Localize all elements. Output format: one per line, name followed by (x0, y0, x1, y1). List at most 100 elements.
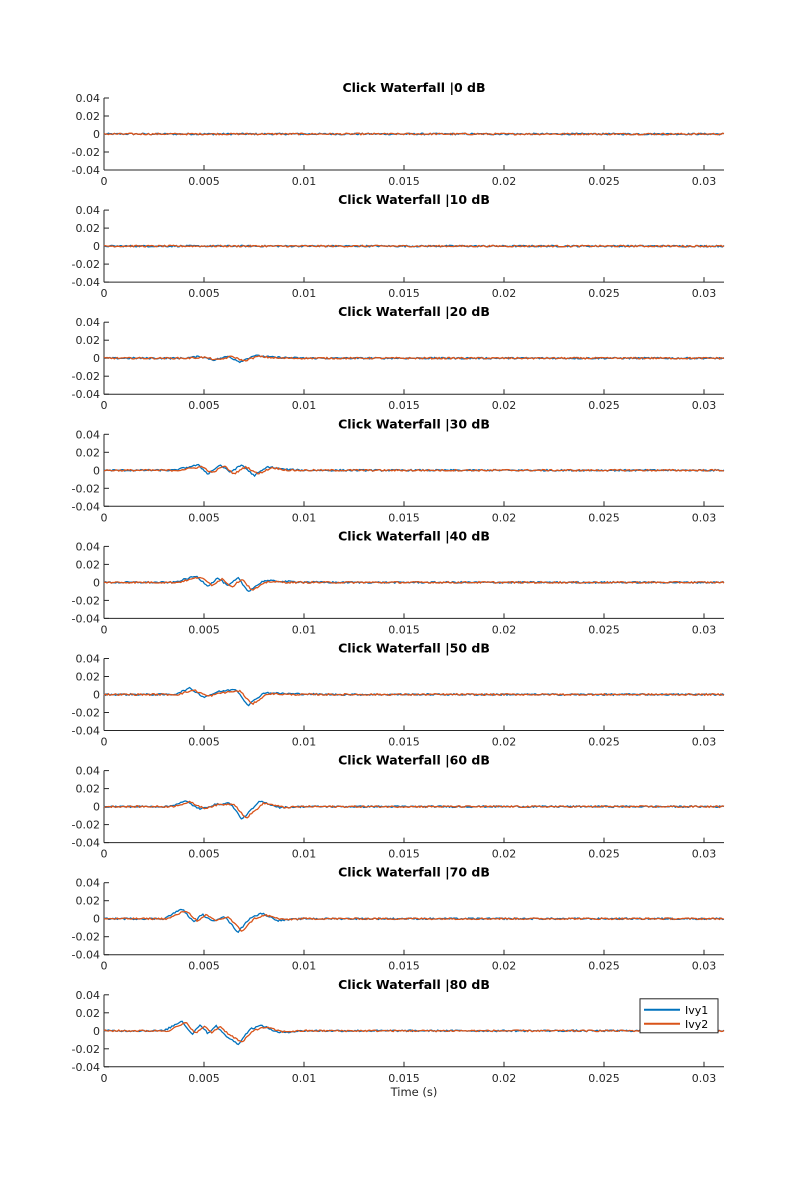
y-tick-label: 0 (93, 352, 100, 365)
series-line-ivy2 (103, 355, 725, 362)
y-tick-label: 0.02 (76, 1007, 101, 1020)
series-line-ivy2 (103, 244, 725, 248)
y-tick-label: 0 (93, 913, 100, 926)
x-tick-label: 0.005 (188, 175, 220, 188)
x-tick-label: 0.03 (692, 848, 717, 861)
y-tick-label: 0 (93, 801, 100, 814)
x-tick-label: 0.005 (188, 511, 220, 524)
y-tick-label: 0 (93, 128, 100, 141)
y-tick-label: 0.02 (76, 222, 101, 235)
subplot-title: Click Waterfall |20 dB (338, 304, 490, 319)
x-tick-label: 0.025 (588, 736, 620, 749)
y-tick-label: 0.02 (76, 783, 101, 796)
x-axis-label: Time (s) (390, 1085, 438, 1099)
x-tick-label: 0.025 (588, 511, 620, 524)
x-tick-label: 0.01 (292, 623, 317, 636)
y-tick-label: 0.04 (76, 989, 101, 1002)
x-tick-label: 0.03 (692, 399, 717, 412)
series-line-ivy2 (103, 689, 725, 706)
series-line-ivy1 (103, 800, 725, 820)
y-tick-label: 0 (93, 1025, 100, 1038)
x-tick-label: 0.005 (188, 736, 220, 749)
x-tick-label: 0.01 (292, 399, 317, 412)
subplot-title: Click Waterfall |30 dB (338, 416, 490, 431)
y-tick-label: 0.04 (76, 316, 101, 329)
y-tick-label: 0 (93, 689, 100, 702)
x-tick-label: 0.025 (588, 1072, 620, 1085)
x-tick-label: 0.025 (588, 848, 620, 861)
series-line-ivy2 (103, 132, 725, 136)
x-tick-label: 0.015 (388, 399, 420, 412)
y-tick-label: 0.04 (76, 428, 101, 441)
x-tick-label: 0.025 (588, 960, 620, 973)
x-tick-label: 0.025 (588, 623, 620, 636)
x-tick-label: 0.015 (388, 175, 420, 188)
x-tick-label: 0.01 (292, 175, 317, 188)
subplot-title: Click Waterfall |70 dB (338, 865, 490, 880)
x-tick-label: 0.02 (492, 848, 517, 861)
x-tick-label: 0 (101, 399, 108, 412)
y-tick-label: -0.02 (72, 146, 100, 159)
x-tick-label: 0.01 (292, 960, 317, 973)
x-tick-label: 0.025 (588, 175, 620, 188)
y-tick-label: -0.02 (72, 1043, 100, 1056)
x-tick-label: 0 (101, 175, 108, 188)
y-tick-label: 0.02 (76, 334, 101, 347)
legend-label: Ivy1 (685, 1004, 708, 1017)
x-tick-label: 0.005 (188, 287, 220, 300)
x-tick-label: 0.025 (588, 399, 620, 412)
y-tick-label: 0.04 (76, 877, 101, 890)
x-tick-label: 0 (101, 287, 108, 300)
x-tick-label: 0.03 (692, 175, 717, 188)
subplot-title: Click Waterfall |80 dB (338, 977, 490, 992)
y-tick-label: 0.04 (76, 653, 101, 666)
x-tick-label: 0.015 (388, 287, 420, 300)
y-tick-label: -0.04 (72, 276, 100, 289)
x-tick-label: 0.015 (388, 1072, 420, 1085)
y-tick-label: -0.02 (72, 482, 100, 495)
subplot-title: Click Waterfall |40 dB (338, 528, 490, 543)
y-tick-label: 0.04 (76, 204, 101, 217)
x-tick-label: 0 (101, 848, 108, 861)
series-line-ivy2 (103, 465, 724, 475)
x-tick-label: 0.01 (292, 848, 317, 861)
x-tick-label: 0.02 (492, 511, 517, 524)
x-tick-label: 0.015 (388, 960, 420, 973)
y-tick-label: -0.04 (72, 612, 100, 625)
series-line-ivy2 (103, 910, 725, 932)
legend-label: Ivy2 (685, 1018, 708, 1031)
y-tick-label: 0.04 (76, 765, 101, 778)
x-tick-label: 0.03 (692, 960, 717, 973)
x-tick-label: 0.01 (292, 511, 317, 524)
y-tick-label: -0.04 (72, 388, 100, 401)
x-tick-label: 0.005 (188, 1072, 220, 1085)
x-tick-label: 0 (101, 736, 108, 749)
x-tick-label: 0.02 (492, 736, 517, 749)
y-tick-label: -0.02 (72, 707, 100, 720)
x-tick-label: 0.03 (692, 623, 717, 636)
series-line-ivy2 (103, 576, 725, 591)
y-tick-label: -0.04 (72, 725, 100, 738)
x-tick-label: 0.005 (188, 623, 220, 636)
x-tick-label: 0.03 (692, 511, 717, 524)
y-tick-label: 0.02 (76, 446, 101, 459)
x-tick-label: 0.02 (492, 287, 517, 300)
series-line-ivy2 (103, 1022, 725, 1043)
x-tick-label: 0.01 (292, 736, 317, 749)
x-tick-label: 0.01 (292, 1072, 317, 1085)
y-tick-label: -0.02 (72, 370, 100, 383)
x-tick-label: 0.005 (188, 848, 220, 861)
x-tick-label: 0.02 (492, 399, 517, 412)
y-tick-label: -0.04 (72, 500, 100, 513)
subplot-title: Click Waterfall |50 dB (338, 641, 490, 656)
x-tick-label: 0.02 (492, 175, 517, 188)
x-tick-label: 0.015 (388, 736, 420, 749)
x-tick-label: 0 (101, 511, 108, 524)
y-tick-label: -0.04 (72, 837, 100, 850)
y-tick-label: -0.04 (72, 949, 100, 962)
y-tick-label: 0.02 (76, 671, 101, 684)
x-tick-label: 0 (101, 623, 108, 636)
y-tick-label: 0.04 (76, 92, 101, 105)
x-tick-label: 0.015 (388, 623, 420, 636)
